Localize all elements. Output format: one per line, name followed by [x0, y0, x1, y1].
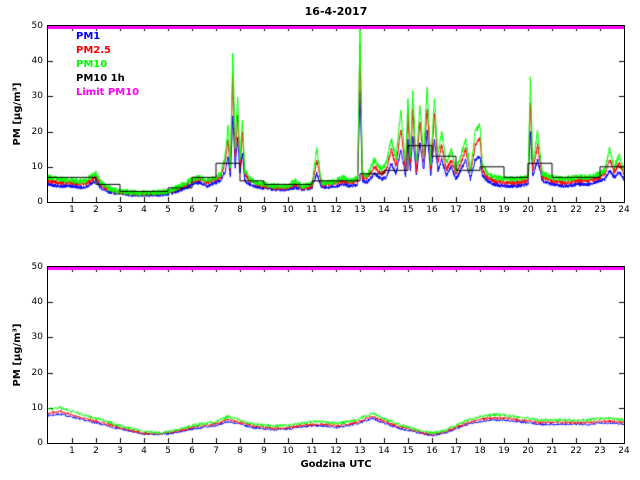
bottom-plot-canvas	[48, 267, 624, 443]
x-tick-label: 3	[117, 446, 123, 456]
x-tick-label: 10	[282, 446, 294, 456]
x-tick-label: 13	[354, 205, 366, 215]
x-tick-label: 4	[141, 205, 147, 215]
x-tick-label: 6	[189, 205, 195, 215]
x-tick-label: 15	[402, 446, 414, 456]
y-tick-label: 50	[31, 21, 43, 31]
legend-item-pm2-5: PM2.5	[76, 45, 111, 56]
x-tick-label: 8	[237, 205, 243, 215]
x-tick-label: 16	[426, 205, 438, 215]
x-tick-label: 24	[618, 446, 630, 456]
legend-item-pm10-1h: PM10 1h	[76, 73, 125, 84]
y-axis-label-top: PM [µg/m³]	[12, 82, 23, 146]
x-tick-label: 7	[213, 446, 219, 456]
y-tick-label: 20	[31, 126, 43, 137]
x-tick-label: 1	[69, 446, 75, 456]
y-axis-label-bottom: PM [µg/m³]	[12, 323, 23, 387]
x-tick-label: 22	[570, 446, 582, 456]
x-tick-label: 23	[594, 446, 606, 456]
x-tick-label: 5	[165, 205, 171, 215]
x-tick-label: 9	[261, 205, 267, 215]
x-tick-label: 15	[402, 205, 414, 215]
x-tick-label: 8	[237, 446, 243, 456]
x-tick-label: 17	[450, 446, 462, 456]
x-tick-label: 11	[306, 446, 318, 456]
x-tick-label: 20	[522, 446, 534, 456]
x-tick-label: 18	[474, 446, 486, 456]
x-tick-label: 5	[165, 446, 171, 456]
legend-item-pm10: PM10	[76, 59, 108, 70]
x-tick-label: 12	[330, 446, 342, 456]
x-tick-label: 1	[69, 205, 75, 215]
y-tick-label: 0	[37, 197, 43, 207]
y-tick-label: 10	[31, 402, 43, 413]
legend: PM1 PM2.5 PM10 PM10 1h Limit PM10	[76, 30, 139, 100]
x-tick-label: 19	[498, 446, 510, 456]
y-tick-label: 40	[31, 56, 43, 67]
x-tick-label: 24	[618, 205, 630, 215]
x-tick-label: 12	[330, 205, 342, 215]
x-tick-label: 10	[282, 205, 294, 215]
x-tick-label: 13	[354, 446, 366, 456]
x-tick-label: 21	[546, 446, 558, 456]
x-tick-label: 3	[117, 205, 123, 215]
x-tick-label: 21	[546, 205, 558, 215]
x-tick-label: 20	[522, 205, 534, 215]
x-tick-label: 2	[93, 446, 99, 456]
legend-item-limit-pm10: Limit PM10	[76, 87, 140, 98]
x-tick-label: 9	[261, 446, 267, 456]
x-tick-label: 14	[378, 446, 390, 456]
x-tick-label: 2	[93, 205, 99, 215]
legend-item-pm1: PM1	[76, 31, 101, 42]
chart-title: 16-4-2017	[304, 5, 368, 18]
y-tick-label: 40	[31, 297, 43, 308]
x-tick-label: 23	[594, 205, 606, 215]
x-tick-label: 16	[426, 446, 438, 456]
x-tick-label: 17	[450, 205, 462, 215]
y-tick-label: 0	[37, 438, 43, 448]
x-tick-label: 22	[570, 205, 582, 215]
y-tick-label: 30	[31, 332, 43, 343]
top-axes: PM1 PM2.5 PM10 PM10 1h Limit PM10	[47, 25, 625, 203]
x-tick-label: 19	[498, 205, 510, 215]
y-tick-label: 50	[31, 262, 43, 272]
y-tick-label: 20	[31, 367, 43, 378]
top-plot-canvas	[48, 26, 624, 202]
x-tick-label: 4	[141, 446, 147, 456]
y-tick-label: 30	[31, 91, 43, 102]
x-tick-label: 6	[189, 446, 195, 456]
y-tick-label: 10	[31, 161, 43, 172]
x-tick-label: 14	[378, 205, 390, 215]
bottom-axes	[47, 266, 625, 444]
x-tick-label: 7	[213, 205, 219, 215]
x-tick-label: 18	[474, 205, 486, 215]
x-axis-label: Godzina UTC	[300, 459, 372, 470]
x-tick-label: 11	[306, 205, 318, 215]
